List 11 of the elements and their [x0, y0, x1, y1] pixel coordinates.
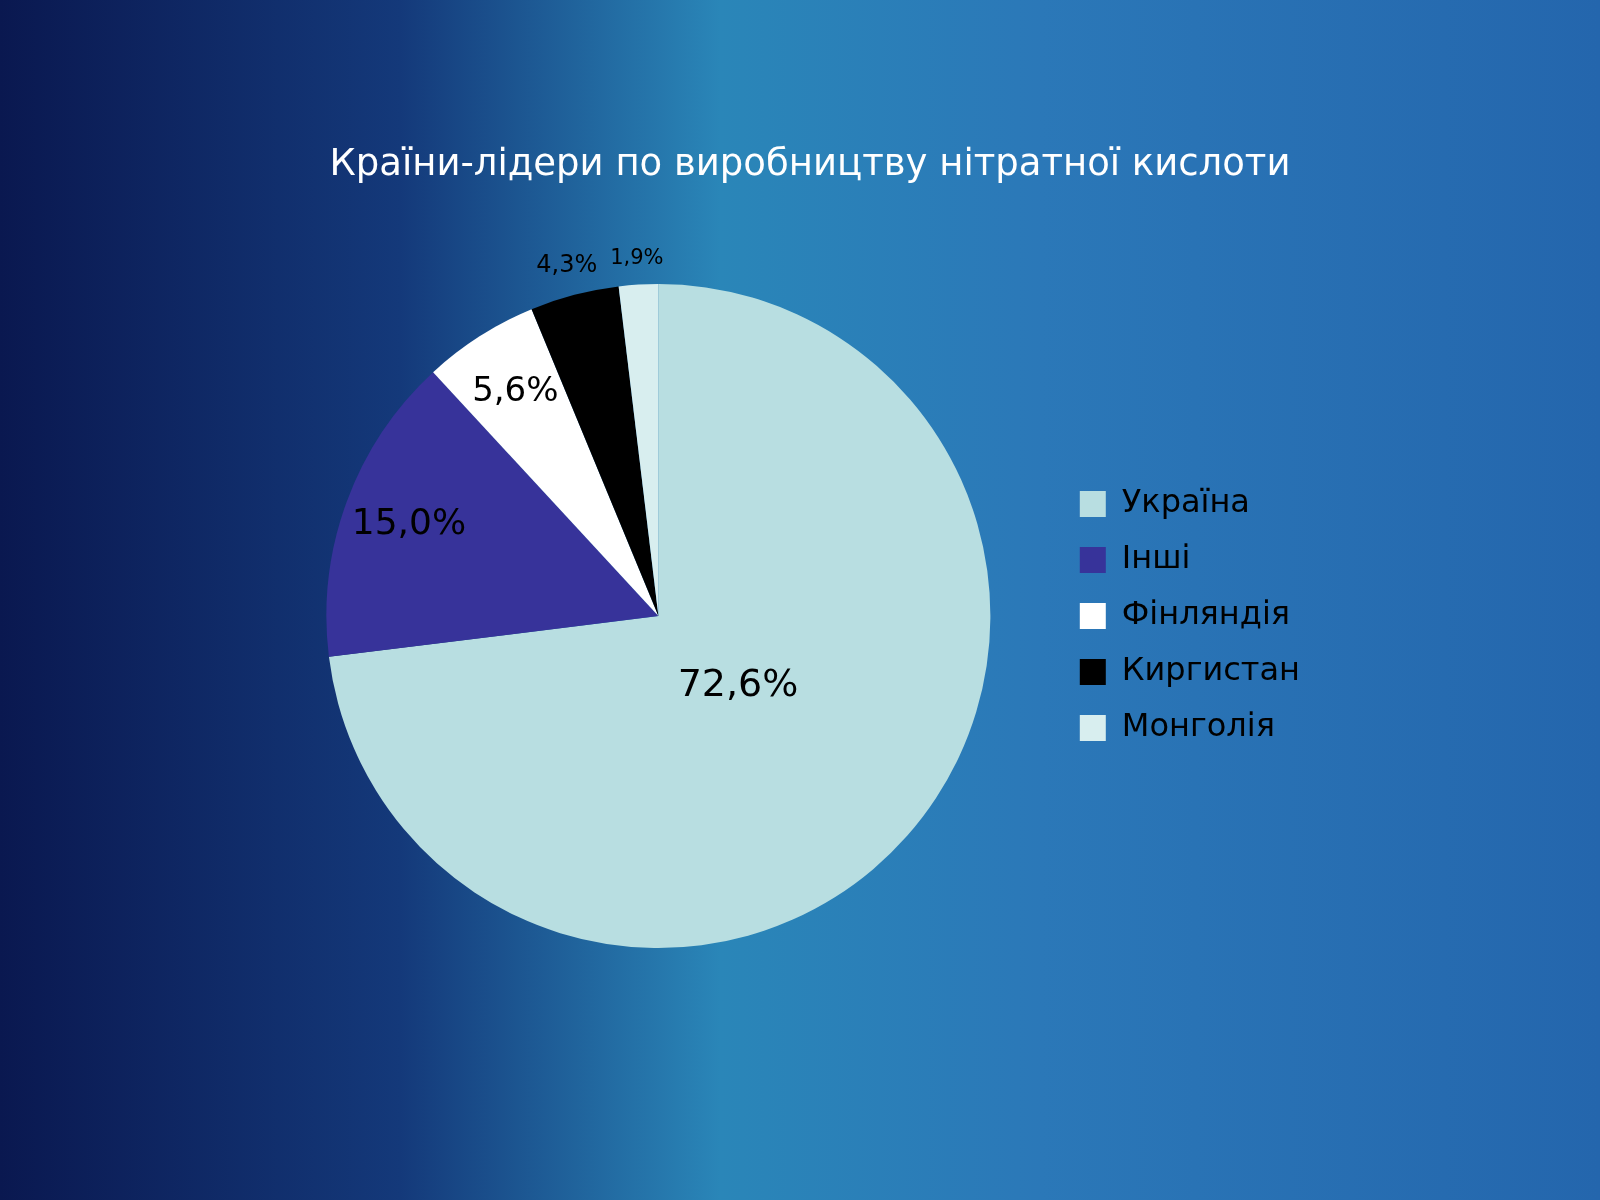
legend-label: Монголія [1121, 706, 1275, 745]
data-label: 5,6% [472, 369, 559, 410]
data-label: 72,6% [677, 661, 799, 706]
data-label: 4,3% [536, 250, 598, 279]
chart-title: Країни-лідери по виробництву нітратної кислоти [328, 140, 1292, 186]
legend-label: Україна [1121, 482, 1250, 521]
legend-label: Фінляндія [1121, 594, 1291, 633]
data-label: 1,9% [610, 244, 664, 269]
legend-label: Киргистан [1121, 650, 1300, 689]
legend-label: Інші [1121, 538, 1191, 577]
data-label: 15,0% [351, 501, 467, 543]
